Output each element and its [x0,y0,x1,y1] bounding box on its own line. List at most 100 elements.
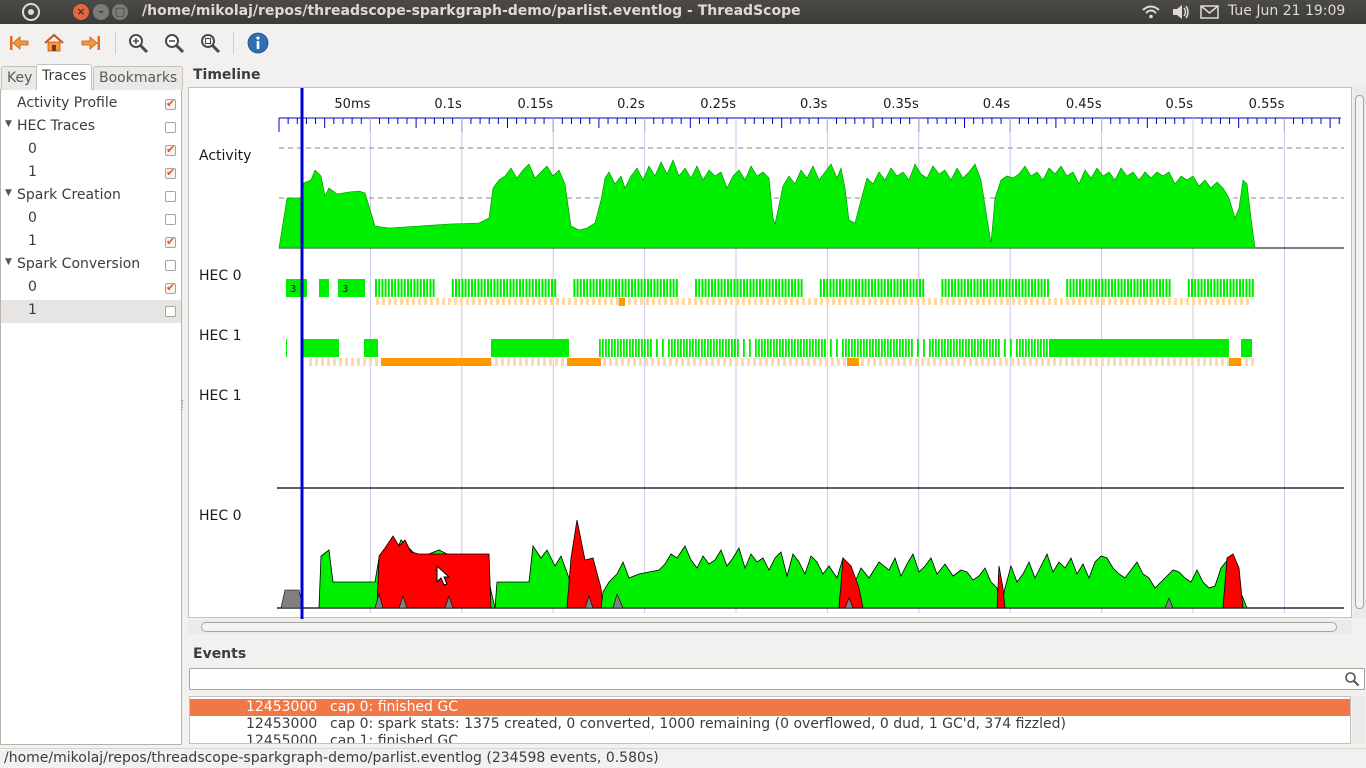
tree-row-checkbox[interactable] [165,306,176,317]
hec0-run-block [787,279,790,297]
hec0-gc-mark [922,298,925,305]
tree-row[interactable]: 0 [1,208,181,231]
expander-arrow-icon[interactable]: ▼ [5,257,12,267]
hec1-gc-mark [507,358,510,366]
hec0-gc-mark [976,298,979,305]
hec0-run-block [1123,279,1126,297]
hec0-run-block [711,279,713,297]
hec0-run-block [771,279,774,297]
hec0-run-block [1043,279,1046,297]
hec1-gc-mark [981,358,984,366]
hec1-run-block [959,339,961,357]
hec0-run-block [867,279,870,297]
mail-icon[interactable] [1200,4,1220,20]
hec0-run-block [743,279,745,297]
hec0-gc-mark [1162,298,1165,305]
timeline-view[interactable]: 50ms 0.1s 0.15s 0.2s 0.25s 0.3s 0.35s 0.4s 0.45s… [188,87,1353,619]
hec0-run-block [1002,279,1005,297]
hec1-gc-mark [711,358,714,366]
tree-row-checkbox[interactable] [165,214,176,225]
expander-arrow-icon[interactable]: ▼ [5,188,12,198]
timeline-vertical-scrollbar[interactable] [1353,87,1366,618]
hec0-run-block [1162,279,1165,297]
search-icon[interactable] [1344,671,1360,687]
hec0-run-block [634,279,637,297]
zoom-out-button[interactable] [161,30,187,56]
tab-key[interactable]: Key [1,66,39,90]
wifi-icon[interactable] [1141,4,1161,20]
hec1-gc-mark [903,358,906,366]
horizontal-scroll-thumb[interactable] [201,622,1337,632]
hec1-run-block [749,339,751,357]
tree-row[interactable]: Activity Profile [1,93,181,116]
tree-row-checkbox[interactable] [165,191,176,202]
hec1-gc-mark [531,358,534,366]
tree-row[interactable]: ▼ Spark Creation [1,185,181,208]
hec0-run-block [1018,279,1021,297]
tree-row-checkbox[interactable] [165,97,176,111]
hec0-run-block [1120,279,1123,297]
zoom-in-button[interactable] [125,30,151,56]
hec0-run-block [595,279,598,297]
timeline-canvas[interactable]: 50ms 0.1s 0.15s 0.2s 0.25s 0.3s 0.35s 0.4s 0.45s… [189,88,1353,619]
hec1-run-block [689,339,691,357]
tree-row[interactable]: ▼ Spark Conversion [1,254,181,277]
tree-row[interactable]: 0 [1,139,181,162]
tree-row[interactable]: 1 [1,231,181,254]
hec0-run-block [1239,279,1241,297]
hec0-run-block [1187,279,1190,297]
first-event-button[interactable] [6,30,32,56]
hec0-gc-mark [1156,298,1159,305]
tree-row-checkbox[interactable] [165,260,176,271]
vertical-scroll-thumb[interactable] [1355,95,1364,609]
hec1-run-block [767,339,769,357]
tree-row[interactable]: 1 [1,300,181,323]
home-button[interactable] [41,30,67,56]
zoom-fit-icon [201,34,221,54]
hec0-gc-mark [682,298,685,305]
tab-bookmarks[interactable]: Bookmarks [93,66,184,90]
timeline-horizontal-scrollbar[interactable] [188,620,1352,634]
maximize-button[interactable]: □ [112,4,128,20]
tree-row-checkbox[interactable] [165,122,176,133]
hec1-run-block [1043,339,1045,357]
volume-icon[interactable] [1171,4,1191,20]
hec1-run-block [815,339,817,357]
hec1-run-block [686,339,688,357]
window-title: /home/mikolaj/repos/threadscope-sparkgra… [142,3,801,19]
tree-row[interactable]: 0 [1,277,181,300]
info-button[interactable] [245,30,271,56]
close-button[interactable]: × [73,4,89,20]
tree-row-checkbox[interactable] [165,166,176,180]
tree-row-checkbox[interactable] [165,143,176,157]
event-row[interactable]: 12455000 cap 1: finished GC [190,733,1350,743]
hec1-gc-mark [1131,358,1134,366]
event-time: 12453000 [246,699,318,715]
events-scrollbar[interactable] [1352,696,1365,744]
clock[interactable]: Tue Jun 21 19:09 [1228,3,1346,19]
hec0-gc-mark [520,298,523,305]
hec0-gc-block [619,298,625,306]
tab-traces[interactable]: Traces [36,64,93,91]
hec0-run-block [845,279,848,297]
minimize-button[interactable]: – [93,4,109,20]
event-row[interactable]: 12453000 cap 0: spark stats: 1375 created… [190,716,1350,733]
events-search-input[interactable] [189,668,1365,690]
tree-row-label: Activity Profile [17,95,118,111]
hec0-gc-mark [760,298,763,305]
hec0-run-block [496,279,499,297]
expander-arrow-icon[interactable]: ▼ [5,119,12,129]
tree-row-checkbox[interactable] [165,235,176,249]
event-row[interactable]: 12453000 cap 0: finished GC [190,699,1350,716]
tree-row[interactable]: 1 [1,162,181,185]
sidebar-splitter[interactable] [182,400,186,410]
ubuntu-logo-icon[interactable] [22,3,40,21]
last-event-button[interactable] [78,30,104,56]
events-list[interactable]: 12453000 cap 0: finished GC 12453000 cap 0:… [189,696,1351,744]
hec1-run-block [776,339,778,357]
tree-row-checkbox[interactable] [165,281,176,295]
hec0-gc-mark [748,298,751,305]
zoom-fit-button[interactable] [197,30,223,56]
hec1-gc-mark [969,358,972,366]
tree-row[interactable]: ▼ HEC Traces [1,116,181,139]
